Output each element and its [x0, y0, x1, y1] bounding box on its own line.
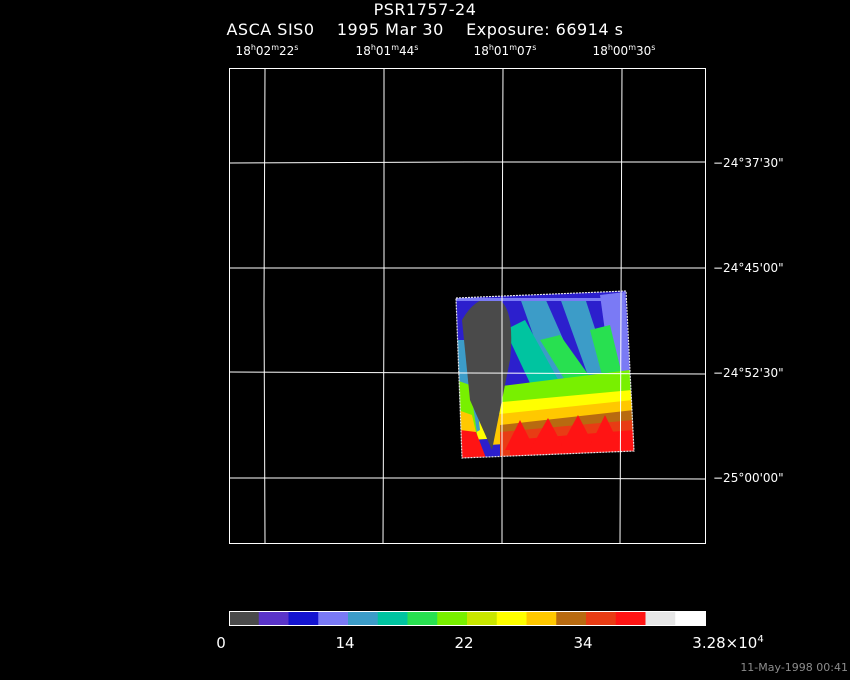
plot-title: PSR1757-24 — [373, 0, 477, 19]
colorbar-frame — [229, 611, 706, 626]
colorbar-swatch — [318, 611, 349, 625]
ra-label: 18h02m22s — [235, 43, 299, 58]
dec-label: −24°37'30" — [713, 156, 784, 170]
colorbar-swatch — [675, 611, 706, 625]
colorbar-swatch — [407, 611, 438, 625]
ra-label: 18h01m07s — [473, 43, 537, 58]
colorbar-swatch — [526, 611, 557, 625]
colorbar-label: 34 — [573, 634, 593, 652]
colorbar-label: 22 — [454, 634, 474, 652]
colorbar — [229, 611, 706, 626]
ra-label: 18h00m30s — [592, 43, 656, 58]
colorbar-swatch — [377, 611, 408, 625]
coordinate-grid — [228, 67, 706, 544]
colorbar-swatch — [556, 611, 587, 625]
colorbar-swatch — [645, 611, 676, 625]
colorbar-swatch — [437, 611, 468, 625]
dec-label: −24°45'00" — [713, 261, 784, 275]
colorbar-swatch — [496, 611, 527, 625]
detector-image — [456, 291, 634, 458]
colorbar-swatch — [615, 611, 646, 625]
colorbar-swatch — [258, 611, 289, 625]
colorbar-swatch — [586, 611, 617, 625]
dec-label: −24°52'30" — [713, 366, 784, 380]
colorbar-label: 0 — [216, 634, 226, 652]
ra-label: 18h01m44s — [355, 43, 419, 58]
colorbar-swatch — [229, 611, 260, 625]
colorbar-swatch — [348, 611, 379, 625]
detector-edge — [455, 290, 635, 459]
plot-subtitle: ASCA SIS0 1995 Mar 30 Exposure: 66914 s — [226, 20, 624, 39]
colorbar-swatch — [288, 611, 319, 625]
dec-label: −25°00'00" — [713, 471, 784, 485]
colorbar-swatch — [467, 611, 498, 625]
timestamp: 11-May-1998 00:41 — [740, 661, 848, 674]
colorbar-label: 14 — [335, 634, 355, 652]
colorbar-max-label: 3.28×104 — [692, 634, 764, 652]
